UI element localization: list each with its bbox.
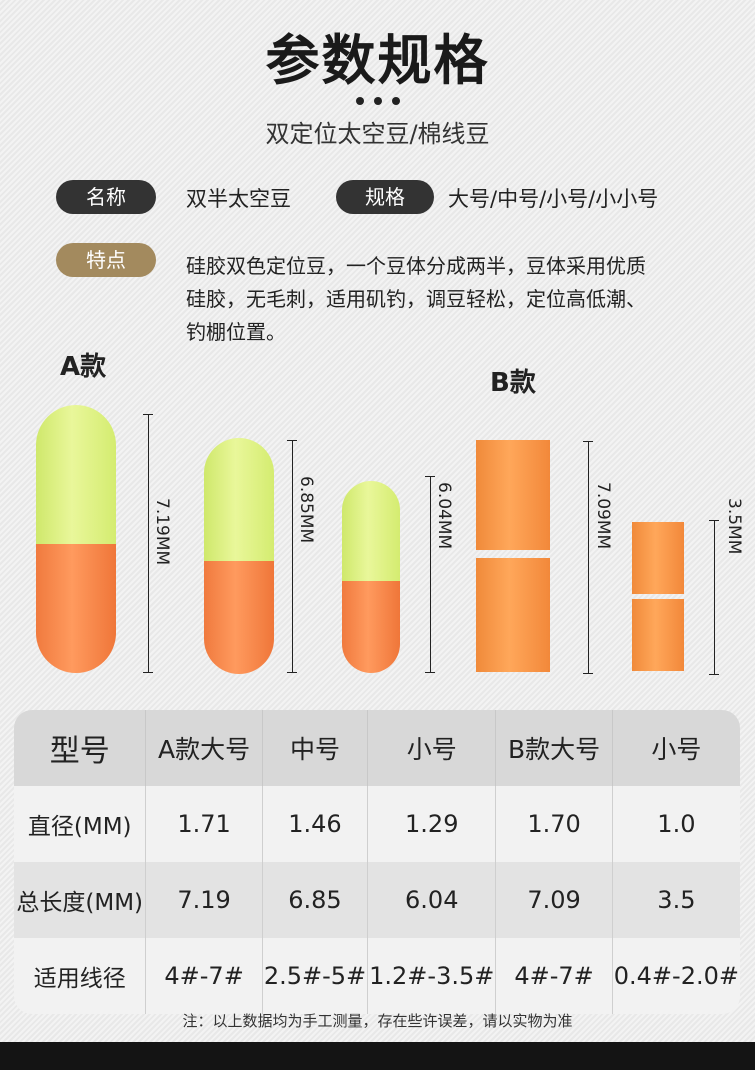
measurement-note: 注：以上数据均为手工测量，存在些许误差，请以实物为准 — [182, 1012, 573, 1030]
table-cell: 1.46 — [262, 786, 369, 862]
name-value: 双半太空豆 — [186, 187, 291, 211]
table-cell: 1.71 — [146, 786, 263, 862]
title-dots-divider — [0, 90, 755, 109]
row-header: 总长度(MM) — [14, 862, 147, 938]
table-cell: 1.2#-3.5# — [368, 938, 497, 1014]
table-cell: 1.0 — [612, 786, 740, 862]
dimension-label: 3.5MM — [724, 498, 744, 555]
table-cell: 1.29 — [368, 786, 497, 862]
row-header: 直径(MM) — [14, 786, 147, 862]
table-row: 适用线径 4#-7# 2.5#-5# 1.2#-3.5# 4#-7# 0.4#-… — [14, 938, 740, 1014]
feature-line: 钓棚位置。 — [186, 320, 286, 344]
table-cell: 7.19 — [146, 862, 263, 938]
table-cell: 2.5#-5# — [262, 938, 369, 1014]
table-row: 总长度(MM) 7.19 6.85 6.04 7.09 3.5 — [14, 862, 740, 938]
column-header: B款大号 — [496, 710, 613, 786]
capsule-a-large — [36, 405, 116, 673]
table-cell: 7.09 — [496, 862, 613, 938]
column-header: 型号 — [14, 710, 147, 786]
table-cell: 4#-7# — [146, 938, 263, 1014]
table-cell: 4#-7# — [496, 938, 613, 1014]
spec-label-pill: 规格 — [336, 180, 434, 214]
table-cell: 6.04 — [368, 862, 497, 938]
table-cell: 6.85 — [262, 862, 369, 938]
table-row: 直径(MM) 1.71 1.46 1.29 1.70 1.0 — [14, 786, 740, 862]
column-header: A款大号 — [146, 710, 263, 786]
bottom-bar — [0, 1042, 755, 1070]
table-header-row: 型号 A款大号 中号 小号 B款大号 小号 — [14, 710, 740, 786]
page-subtitle: 双定位太空豆/棉线豆 — [265, 120, 490, 148]
feature-line: 硅胶双色定位豆，一个豆体分成两半，豆体采用优质 — [186, 254, 646, 278]
block-b-large-bottom — [476, 558, 550, 672]
column-header: 小号 — [612, 710, 740, 786]
capsule-a-small — [342, 481, 400, 673]
table-cell: 3.5 — [612, 862, 740, 938]
column-header: 中号 — [262, 710, 369, 786]
name-label-pill: 名称 — [56, 180, 156, 214]
spec-table: 型号 A款大号 中号 小号 B款大号 小号 直径(MM) 1.71 1.46 1… — [14, 710, 740, 1014]
model-a-label: A款 — [60, 352, 107, 382]
table-cell: 1.70 — [496, 786, 613, 862]
column-header: 小号 — [368, 710, 497, 786]
table-cell: 0.4#-2.0# — [612, 938, 740, 1014]
capsule-a-medium — [204, 438, 274, 674]
dimension-label: 7.19MM — [152, 498, 172, 566]
feature-description: 硅胶双色定位豆，一个豆体分成两半，豆体采用优质 硅胶，无毛刺，适用矶钓，调豆轻松… — [186, 250, 746, 349]
block-b-small-bottom — [632, 599, 684, 671]
feature-line: 硅胶，无毛刺，适用矶钓，调豆轻松，定位高低潮、 — [186, 287, 646, 311]
dimension-label: 7.09MM — [593, 482, 613, 550]
block-b-large-top — [476, 440, 550, 550]
feature-label-pill: 特点 — [56, 243, 156, 277]
dimension-label: 6.04MM — [434, 482, 454, 550]
page-title: 参数规格 — [265, 29, 490, 92]
row-header: 适用线径 — [14, 938, 147, 1014]
model-b-label: B款 — [490, 368, 536, 398]
dimension-label: 6.85MM — [296, 476, 316, 544]
block-b-small-top — [632, 522, 684, 594]
spec-value: 大号/中号/小号/小小号 — [448, 187, 659, 211]
